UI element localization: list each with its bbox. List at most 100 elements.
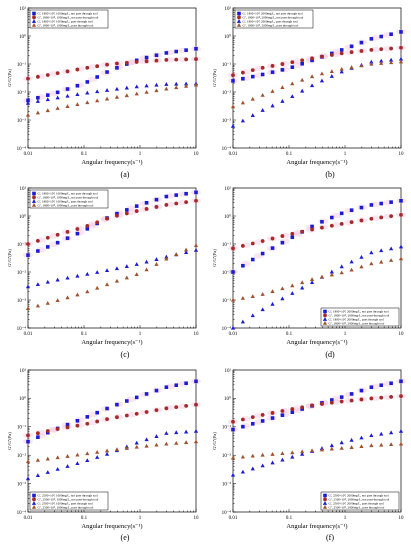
x-axis-title: Angular frequency(s⁻¹): [81, 159, 142, 166]
data-point-s3-8: [95, 89, 100, 94]
data-point-s4-16: [379, 259, 384, 264]
data-point-s1-3: [45, 245, 50, 249]
panel-d: 0.01 0.1 1 10 10⁻⁴ 10⁻³ 10⁻² 10⁻¹ 10⁰ 10¹ Angular …: [212, 186, 406, 359]
data-point-s4-4: [260, 92, 265, 97]
data-point-s1-2: [241, 424, 245, 429]
series-1: [26, 379, 198, 444]
data-point-s1-14: [154, 197, 159, 202]
data-point-s4-11: [329, 272, 334, 277]
y-tick-label: 10⁻²: [222, 90, 232, 96]
data-point-s2-12: [339, 221, 344, 226]
data-point-s3-12: [134, 262, 139, 266]
plot-frame: [27, 7, 197, 149]
data-point-s3-1: [25, 100, 31, 105]
data-point-s4-1: [230, 104, 236, 109]
panel-a: 0.01 0.1 1 10 10⁻⁴ 10⁻³ 10⁻² 10⁻¹ 10⁰ 10¹ Angular …: [7, 6, 201, 179]
data-point-s3-8: [300, 451, 305, 456]
error-band-blob: [292, 231, 303, 238]
data-point-s2-18: [194, 198, 198, 203]
y-tick-label: 10⁻¹: [17, 425, 27, 431]
legend-marker: [32, 497, 36, 502]
x-tick-label: 0.01: [24, 152, 33, 157]
legend-marker: [323, 497, 327, 502]
data-point-s3-2: [35, 473, 40, 478]
data-point-s4-16: [174, 440, 179, 445]
data-point-s4-6: [280, 85, 285, 90]
data-point-s2-17: [389, 395, 394, 399]
data-point-s3-15: [369, 433, 374, 438]
series-1: [26, 46, 198, 103]
data-point-s2-11: [329, 400, 334, 405]
data-point-s4-10: [114, 278, 120, 283]
data-point-s1-18: [399, 198, 403, 203]
legend-entry: G'', 1800×10⁴, 2000mg/L, not pass throug…: [243, 16, 304, 21]
data-point-s3-14: [154, 82, 159, 87]
x-tick-label: 0.1: [286, 332, 293, 337]
data-point-s2-14: [154, 58, 159, 63]
data-point-s2-16: [174, 405, 179, 409]
legend: G', 2500×10⁴, 2000mg/L, not pass through…: [320, 491, 400, 510]
data-point-s3-3: [250, 313, 255, 318]
data-point-s1-1: [26, 253, 30, 257]
data-point-s2-17: [184, 200, 189, 205]
data-point-s3-17: [184, 250, 189, 255]
plot-frame: [27, 369, 197, 513]
y-axis-title: G'/G''(Pa): [7, 432, 12, 450]
data-point-s4-7: [290, 283, 295, 288]
data-point-s1-4: [260, 419, 265, 423]
data-point-s1-1: [231, 427, 235, 432]
data-point-s1-13: [349, 208, 354, 212]
data-point-s3-5: [65, 464, 70, 468]
data-point-s1-2: [241, 263, 245, 268]
data-point-s1-14: [359, 40, 364, 45]
data-point-s2-8: [300, 405, 305, 410]
data-point-s2-7: [85, 421, 90, 426]
series-4: [230, 441, 404, 460]
data-point-s4-14: [154, 88, 159, 93]
data-point-s1-17: [184, 48, 188, 52]
data-point-s4-9: [309, 74, 315, 79]
data-point-s1-8: [95, 410, 99, 415]
data-point-s4-7: [290, 450, 295, 455]
x-axis-title: Angular frequency(s⁻¹): [286, 523, 347, 530]
y-tick-label: 10⁰: [19, 396, 26, 402]
data-point-s4-12: [339, 270, 344, 275]
legend-marker: [31, 505, 37, 509]
data-point-s3-15: [164, 254, 169, 259]
data-point-s3-6: [75, 461, 80, 466]
data-point-s1-12: [339, 48, 344, 52]
data-point-s1-16: [174, 49, 179, 54]
data-point-s1-17: [389, 32, 393, 37]
data-point-s1-3: [45, 93, 50, 97]
x-tick-label: 0.01: [229, 152, 238, 157]
y-axis-title: G'/G''(Pa): [7, 249, 12, 267]
data-point-s2-14: [359, 218, 364, 223]
legend-marker: [31, 19, 37, 23]
data-point-s4-5: [65, 454, 70, 458]
data-point-s4-1: [25, 112, 31, 117]
x-axis-title: Angular frequency(s⁻¹): [81, 339, 142, 346]
data-point-s1-15: [369, 203, 374, 207]
data-point-s1-4: [260, 251, 265, 256]
data-point-s2-14: [154, 408, 159, 413]
data-point-s3-11: [124, 85, 129, 90]
data-point-s3-1: [25, 476, 31, 481]
data-point-s4-3: [250, 96, 255, 101]
legend-marker: [31, 501, 37, 505]
legend-entry: G', 2500×10⁴, 1000mg/L, not pass through…: [38, 494, 98, 499]
data-point-s1-6: [75, 418, 80, 423]
data-point-s1-11: [125, 399, 129, 403]
data-point-s3-7: [85, 90, 90, 95]
legend-marker: [31, 199, 37, 203]
x-tick-label: 1: [344, 152, 347, 157]
data-point-s4-15: [164, 256, 169, 261]
data-point-s4-1: [25, 459, 31, 464]
data-point-s4-17: [184, 247, 189, 252]
data-point-s3-7: [290, 454, 295, 459]
data-point-s2-13: [144, 59, 149, 64]
y-tick-label: 10¹: [20, 186, 27, 192]
legend-box: [29, 9, 109, 29]
data-point-s2-18: [194, 402, 198, 407]
data-point-s1-6: [75, 83, 80, 88]
data-point-s2-13: [144, 207, 149, 211]
